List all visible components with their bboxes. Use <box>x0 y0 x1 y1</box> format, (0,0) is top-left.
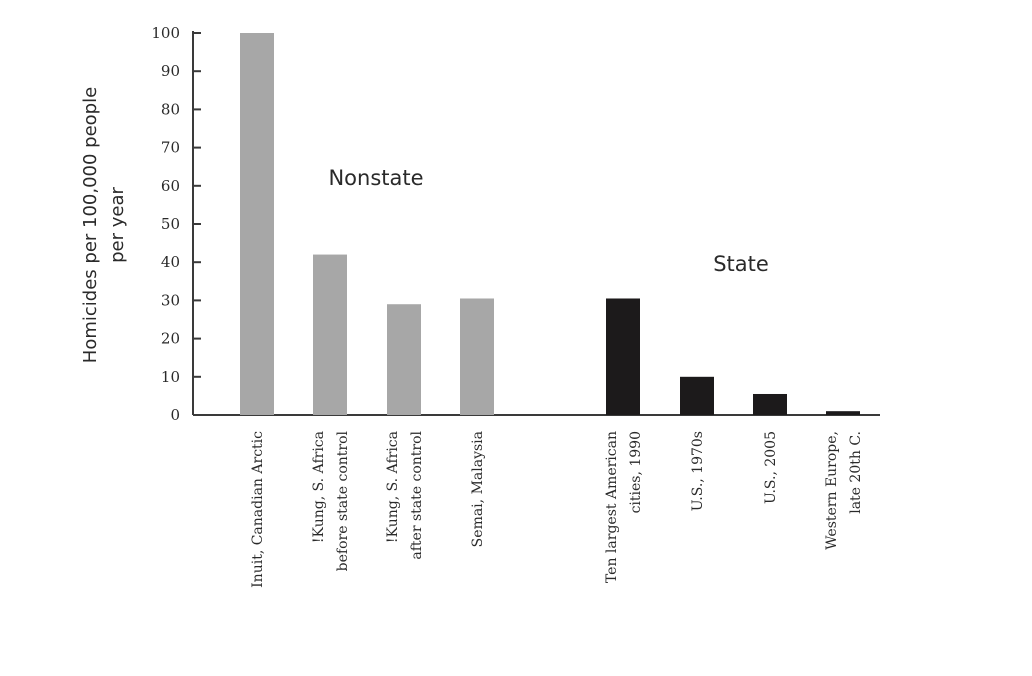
y-tick-label: 0 <box>170 406 180 424</box>
category-label-line: after state control <box>409 430 425 559</box>
category-label: Western Europe, late 20th C. <box>824 431 864 550</box>
category-label-line: U.S., 1970s <box>690 431 706 511</box>
category-label-line: Inuit, Canadian Arctic <box>250 431 266 588</box>
y-tick-label: 10 <box>161 368 180 386</box>
group-label: Nonstate <box>328 166 423 190</box>
category-label-line: !Kung, S. Africa <box>385 431 401 543</box>
y-tick-label: 20 <box>161 330 180 348</box>
group-labels: Nonstate State <box>328 166 768 276</box>
category-label-line: !Kung, S. Africa <box>311 431 327 543</box>
bar <box>606 298 640 415</box>
category-label: !Kung, S. Africa before state control <box>311 430 351 571</box>
bars <box>240 33 860 415</box>
y-tick-label: 50 <box>161 215 180 233</box>
category-label: Inuit, Canadian Arctic <box>250 431 266 588</box>
bar <box>240 33 274 415</box>
category-label-line: before state control <box>335 430 351 571</box>
y-axis-label-line: Homicides per 100,000 people <box>80 87 101 363</box>
bar <box>460 298 494 415</box>
y-axis-title: Homicides per 100,000 people per year <box>80 87 128 363</box>
y-axis-label-line: per year <box>107 187 128 263</box>
y-tick-label: 60 <box>161 177 180 195</box>
y-axis: 0 10 20 30 40 50 60 70 80 90 100 <box>151 24 201 424</box>
category-label-line: Ten largest American <box>604 431 620 583</box>
category-label-line: cities, 1990 <box>628 431 644 513</box>
group-label: State <box>713 252 769 276</box>
category-label-line: Western Europe, <box>824 431 840 550</box>
category-label: !Kung, S. Africa after state control <box>385 430 425 559</box>
y-tick-label: 100 <box>151 24 180 42</box>
y-tick-label: 30 <box>161 291 180 309</box>
y-tick-label: 90 <box>161 62 180 80</box>
bar <box>387 304 421 415</box>
category-label: Semai, Malaysia <box>470 431 486 547</box>
category-label-line: U.S., 2005 <box>763 431 779 504</box>
category-label: U.S., 1970s <box>690 431 706 511</box>
bar <box>753 393 787 415</box>
category-label-line: Semai, Malaysia <box>470 431 486 547</box>
bar <box>680 376 714 415</box>
category-label-line: late 20th C. <box>848 431 864 514</box>
bar <box>826 411 860 415</box>
y-tick-label: 80 <box>161 100 180 118</box>
category-label: U.S., 2005 <box>763 431 779 504</box>
category-label: Ten largest American cities, 1990 <box>604 431 644 583</box>
category-labels: Inuit, Canadian Arctic !Kung, S. Africa be… <box>250 430 864 587</box>
y-tick-label: 40 <box>161 253 180 271</box>
bar <box>313 254 347 415</box>
y-tick-label: 70 <box>161 139 180 157</box>
y-axis-label: Homicides per 100,000 people per year <box>80 87 128 363</box>
